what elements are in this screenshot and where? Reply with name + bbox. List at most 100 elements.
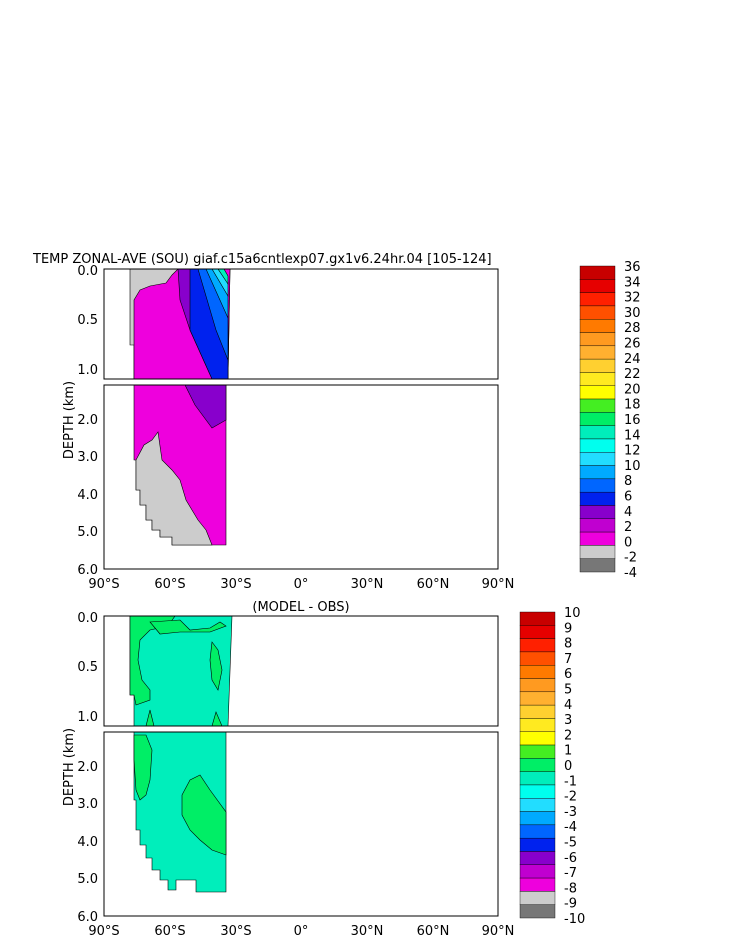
top-xtick-60S: 60°S — [154, 577, 185, 592]
bottom-colorbar-label: 2 — [564, 728, 572, 743]
bottom-colorbar-swatch — [519, 625, 556, 639]
bottom-colorbar-swatch — [519, 864, 556, 879]
bottom-colorbar-label: 4 — [564, 698, 572, 713]
top-colorbar-swatch — [579, 545, 616, 559]
top-colorbar-swatch — [579, 478, 616, 493]
bottom-frame-lower — [103, 731, 499, 917]
top-colorbar-swatch — [579, 279, 616, 293]
bottom-colorbar-swatch — [519, 744, 556, 759]
top-colorbar-swatch — [579, 319, 616, 333]
top-xtick-90N: 90°N — [482, 577, 515, 592]
bottom-colorbar-label: 6 — [564, 667, 572, 682]
top-colorbar-label: 0 — [624, 535, 632, 550]
bottom-colorbar-swatch — [519, 904, 556, 919]
top-colorbar-swatch — [579, 558, 616, 573]
top-colorbar-label: 6 — [624, 490, 632, 505]
bottom-xtick-60S: 60°S — [154, 924, 185, 939]
bottom-colorbar-label: -4 — [564, 820, 577, 835]
top-colorbar-swatch — [579, 385, 616, 400]
bottom-ytick-2.0: 2.0 — [77, 760, 98, 775]
bottom-colorbar-swatch — [519, 704, 556, 719]
top-colorbar-swatch — [579, 452, 616, 466]
bottom-colorbar-swatch — [519, 824, 556, 839]
top-colorbar-swatch — [579, 345, 616, 360]
bottom-colorbar-swatch — [519, 784, 556, 799]
bottom-colorbar-swatch — [519, 758, 556, 772]
top-ytick-0.0: 0.0 — [77, 264, 98, 279]
top-ylabel: DEPTH (km) — [62, 381, 77, 459]
top-colorbar-label: 18 — [624, 398, 641, 413]
bottom-colorbar-label: 9 — [564, 621, 572, 636]
bottom-colorbar-swatch — [519, 678, 556, 693]
top-colorbar-label: 32 — [624, 291, 641, 306]
bottom-ytick-3.0: 3.0 — [77, 797, 98, 812]
top-colorbar-swatch — [579, 332, 616, 347]
top-frame-upper — [103, 268, 499, 380]
top-field-upper — [129, 269, 231, 379]
bottom-colorbar-swatch — [519, 611, 556, 626]
top-ytick-3.0: 3.0 — [77, 450, 98, 465]
bottom-colorbar-label: 7 — [564, 652, 572, 667]
top-xtick-30S: 30°S — [220, 577, 251, 592]
bottom-colorbar-label: -8 — [564, 881, 577, 896]
bottom-xtick-90S: 90°S — [88, 924, 119, 939]
bottom-colorbar-swatch — [519, 877, 556, 892]
bottom-colorbar-swatch — [519, 691, 556, 706]
top-chart: TEMP ZONAL-AVE (SOU) giaf.c15a6cntlexp07… — [32, 252, 641, 592]
top-colorbar-label: 26 — [624, 337, 641, 352]
bottom-ytick-1.0: 1.0 — [77, 710, 98, 725]
top-frame-lower — [103, 384, 499, 570]
top-xtick-30N: 30°N — [351, 577, 384, 592]
top-colorbar-label: 28 — [624, 321, 641, 336]
top-colorbar-swatch — [579, 531, 616, 546]
bottom-colorbar-label: 10 — [564, 606, 581, 621]
bottom-colorbar-swatch — [519, 771, 556, 786]
bottom-colorbar-label: -2 — [564, 790, 577, 805]
top-colorbar-swatch — [579, 372, 616, 386]
bottom-colorbar-swatch — [519, 891, 556, 905]
top-colorbar-swatch — [579, 265, 616, 280]
top-colorbar-label: 24 — [624, 352, 641, 367]
top-colorbar-label: 34 — [624, 275, 641, 290]
bottom-colorbar-swatch — [519, 837, 556, 852]
bottom-field-upper — [129, 616, 233, 726]
top-colorbar-label: 16 — [624, 413, 641, 428]
top-ytick-0.5: 0.5 — [77, 313, 98, 328]
bottom-xtick-60N: 60°N — [417, 924, 450, 939]
bottom-colorbar-label: 3 — [564, 713, 572, 728]
top-colorbar-label: 12 — [624, 444, 641, 459]
bottom-chart-title: (MODEL - OBS) — [252, 600, 349, 615]
top-ytick-4.0: 4.0 — [77, 488, 98, 503]
top-colorbar-label: -2 — [624, 551, 637, 566]
bottom-xtick-90N: 90°N — [482, 924, 515, 939]
bottom-colorbar-swatch — [519, 811, 556, 826]
top-colorbar-label: 30 — [624, 306, 641, 321]
top-colorbar-swatch — [579, 305, 616, 320]
top-colorbar-label: 2 — [624, 520, 632, 535]
bottom-colorbar-swatch — [519, 731, 556, 746]
top-colorbar-swatch — [579, 398, 616, 413]
bottom-colorbar-label: 5 — [564, 683, 572, 698]
bottom-colorbar-label: 0 — [564, 759, 572, 774]
bottom-xtick-0: 0° — [294, 924, 309, 939]
top-colorbar-swatch — [579, 518, 616, 533]
bottom-colorbar-label: 8 — [564, 637, 572, 652]
top-colorbar-swatch — [579, 358, 616, 373]
bottom-chart: (MODEL - OBS) 0.0 0.5 1.0 2.0 3.0 4.0 5.… — [62, 600, 585, 939]
bottom-colorbar-swatch — [519, 665, 556, 679]
bottom-ytick-6.0: 6.0 — [77, 910, 98, 925]
bottom-field-lower — [133, 732, 227, 893]
top-ytick-1.0: 1.0 — [77, 363, 98, 378]
top-colorbar-swatch — [579, 425, 616, 440]
top-colorbar-label: 4 — [624, 505, 632, 520]
bottom-colorbar-label: -9 — [564, 897, 577, 912]
top-xtick-90S: 90°S — [88, 577, 119, 592]
bottom-ytick-5.0: 5.0 — [77, 872, 98, 887]
bottom-colorbar-label: -10 — [564, 912, 585, 927]
bottom-colorbar-label: -5 — [564, 836, 577, 851]
top-colorbar-label: 22 — [624, 367, 641, 382]
top-colorbar-swatch — [579, 412, 616, 426]
bottom-ylabel: DEPTH (km) — [62, 728, 77, 806]
bottom-colorbar-label: -1 — [564, 774, 577, 789]
